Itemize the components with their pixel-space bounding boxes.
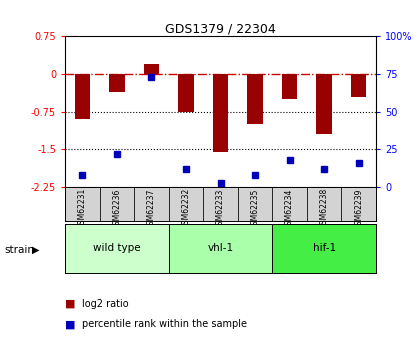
Text: vhl-1: vhl-1 — [207, 244, 234, 253]
Text: log2 ratio: log2 ratio — [82, 299, 129, 308]
Bar — [134, 187, 169, 221]
Bar — [351, 74, 366, 97]
Text: GSM62238: GSM62238 — [320, 188, 328, 229]
Text: percentile rank within the sample: percentile rank within the sample — [82, 319, 247, 329]
Bar — [65, 187, 100, 221]
Text: GSM62233: GSM62233 — [216, 188, 225, 230]
Bar — [213, 74, 228, 152]
Bar — [282, 74, 297, 99]
Bar — [316, 74, 332, 135]
Text: ▶: ▶ — [32, 245, 39, 255]
Text: GSM62231: GSM62231 — [78, 188, 87, 229]
Bar — [272, 224, 376, 273]
Text: GSM62236: GSM62236 — [113, 188, 121, 230]
Bar — [307, 187, 341, 221]
Bar — [144, 64, 159, 74]
Title: GDS1379 / 22304: GDS1379 / 22304 — [165, 22, 276, 35]
Bar — [238, 187, 272, 221]
Bar — [341, 187, 376, 221]
Text: hif-1: hif-1 — [312, 244, 336, 253]
Bar — [203, 187, 238, 221]
Bar — [109, 74, 125, 91]
Text: wild type: wild type — [93, 244, 141, 253]
Text: GSM62232: GSM62232 — [181, 188, 190, 229]
Bar — [169, 224, 272, 273]
Text: GSM62239: GSM62239 — [354, 188, 363, 230]
Bar — [65, 224, 169, 273]
Text: GSM62234: GSM62234 — [285, 188, 294, 230]
Text: ■: ■ — [65, 299, 76, 308]
Text: GSM62235: GSM62235 — [251, 188, 260, 230]
Text: strain: strain — [4, 245, 34, 255]
Text: GSM62237: GSM62237 — [147, 188, 156, 230]
Bar — [169, 187, 203, 221]
Bar — [247, 74, 263, 124]
Bar — [272, 187, 307, 221]
Bar — [100, 187, 134, 221]
Bar — [178, 74, 194, 112]
Text: ■: ■ — [65, 319, 76, 329]
Bar — [75, 74, 90, 119]
